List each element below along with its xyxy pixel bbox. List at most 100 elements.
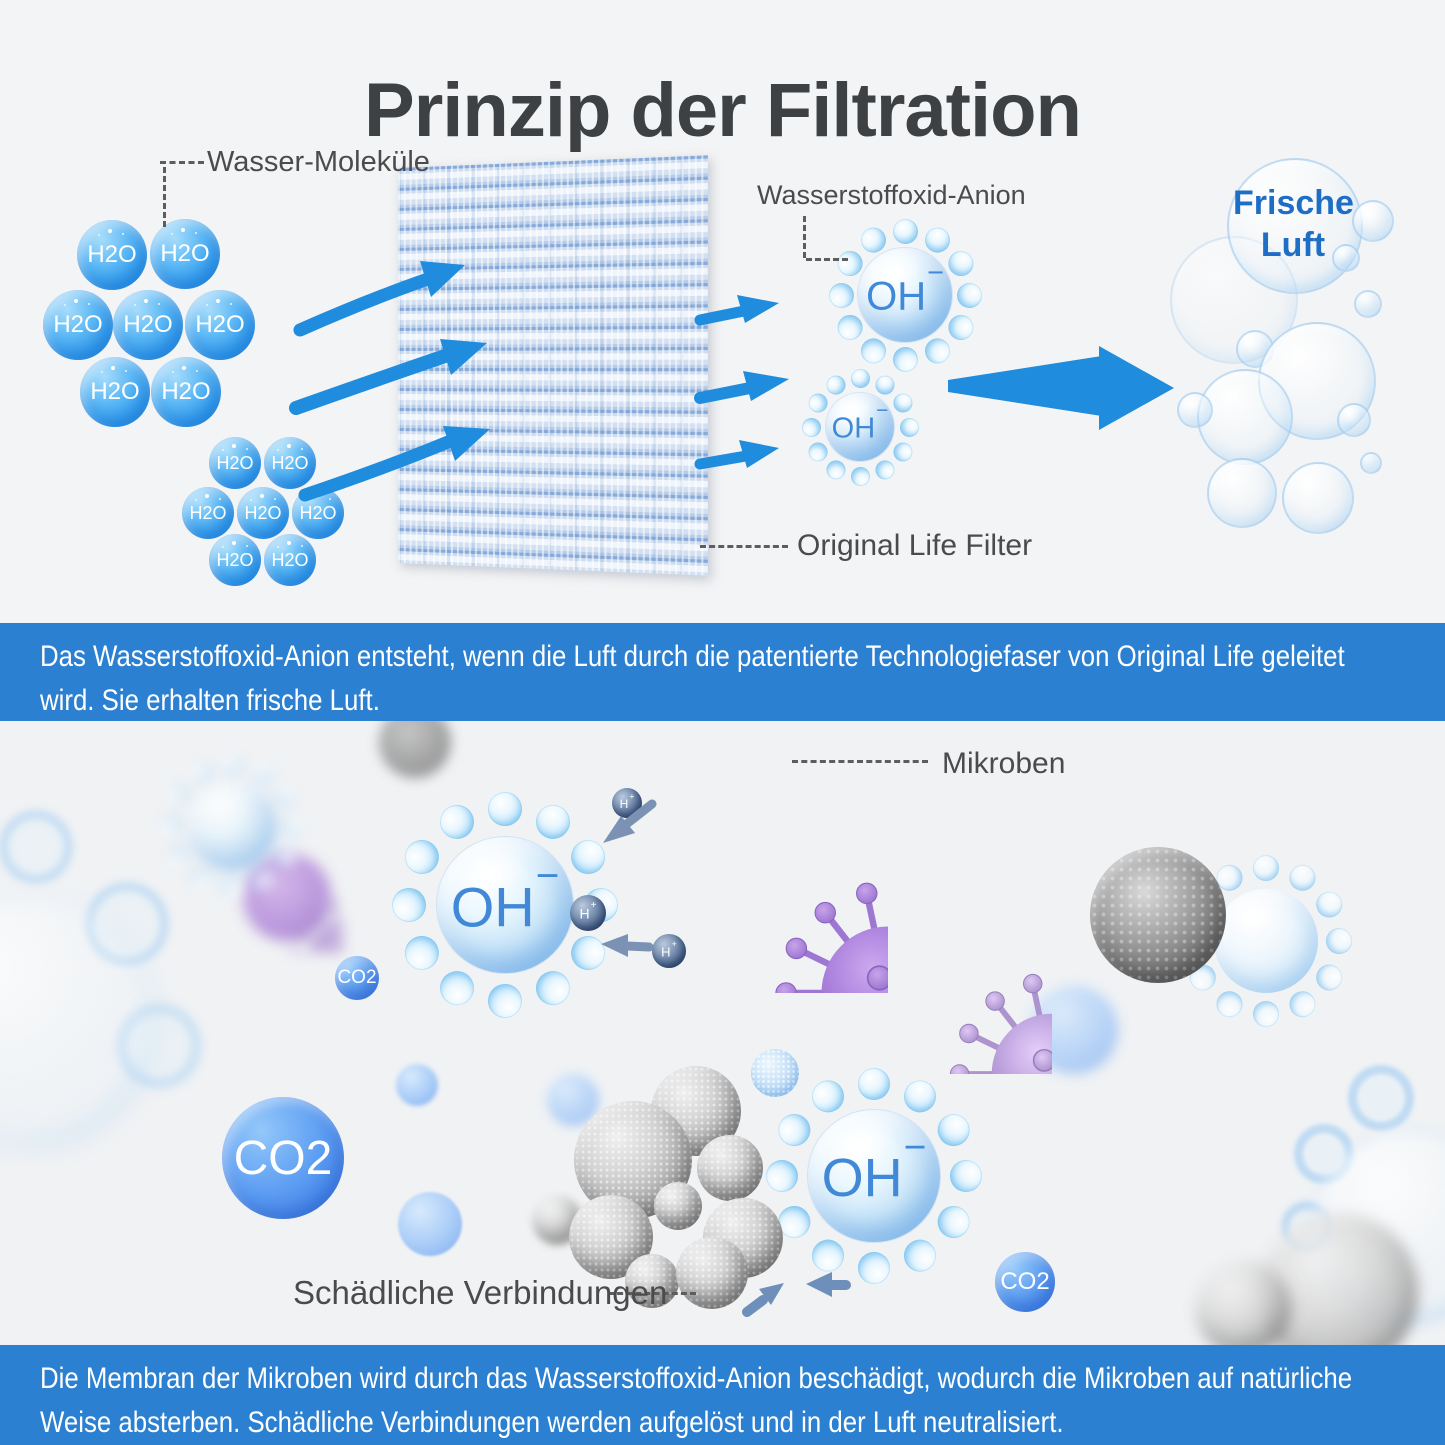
- h2o-molecule: H2O: [185, 290, 255, 360]
- fresh-air-line1: Frische: [1233, 184, 1354, 222]
- h2o-molecule: H2O: [182, 487, 234, 539]
- satellite-bubble: [801, 417, 821, 437]
- satellite-bubble: [766, 1160, 798, 1192]
- h2o-molecule: H2O: [264, 437, 316, 489]
- satellite-bubble: [950, 1160, 982, 1192]
- filter-mesh: [398, 155, 708, 576]
- satellite-bubble: [398, 833, 446, 881]
- air-bubble: [1360, 452, 1382, 474]
- pale-oh-bubble: [1214, 889, 1318, 993]
- co2-label: CO2: [1000, 1268, 1050, 1295]
- gray-particle: [654, 1182, 702, 1230]
- blurred-ring-bubble: [1348, 1065, 1414, 1131]
- blurred-gray-particle: [1195, 1260, 1291, 1356]
- h2o-molecule: H2O: [150, 219, 220, 289]
- satellite-bubble: [858, 1252, 890, 1284]
- label-microbes: Mikroben: [942, 747, 1066, 780]
- satellite-bubble: [898, 1233, 942, 1278]
- satellite-bubble: [943, 245, 978, 281]
- satellite-bubble: [433, 798, 481, 846]
- blurred-oh-bubble: [187, 781, 277, 871]
- satellite-bubble: [270, 779, 301, 811]
- satellite-bubble: [1311, 959, 1347, 996]
- label-harmful-compounds: Schädliche Verbindungen: [293, 1274, 668, 1311]
- label-anion: Wasserstoffoxid-Anion: [757, 180, 1026, 210]
- banner2-line2: Weise absterben. Schädliche Verbindungen…: [40, 1406, 1064, 1439]
- oh-label: OH: [821, 1148, 903, 1208]
- satellite-bubble: [899, 417, 919, 437]
- h2o-molecule: H2O: [151, 357, 221, 427]
- satellite-bubble: [564, 833, 612, 881]
- connector-harmful-h: [608, 1292, 696, 1295]
- air-bubble: [1207, 458, 1277, 528]
- satellite-bubble: [433, 964, 481, 1012]
- h-label: H: [579, 905, 590, 922]
- co2-molecule: CO2: [995, 1252, 1055, 1312]
- oh-label: OH: [450, 875, 535, 939]
- oh-anion-bubble: OH−: [437, 837, 573, 973]
- co2-molecule: CO2: [335, 956, 379, 1000]
- blurred-ring-bubble: [0, 810, 73, 884]
- fresh-air-line2: Luft: [1260, 226, 1326, 264]
- connector-anion-v: [803, 216, 806, 258]
- satellite-bubble: [1284, 860, 1321, 896]
- satellite-bubble: [806, 1233, 850, 1278]
- h-plus-ion: H+: [570, 895, 606, 931]
- h2o-molecule: H2O: [209, 437, 261, 489]
- satellite-bubble: [892, 346, 918, 372]
- satellite-bubble: [822, 456, 849, 483]
- satellite-bubble: [159, 815, 181, 837]
- h2o-molecule: H2O: [43, 290, 113, 360]
- satellite-bubble: [892, 218, 918, 244]
- satellite-bubble: [931, 1200, 976, 1244]
- filtration-diagram-section: Prinzip der Filtration Wasser-Moleküle W…: [0, 0, 1445, 623]
- air-bubble: [1352, 200, 1394, 242]
- h2o-molecule: H2O: [113, 290, 183, 360]
- satellite-bubble: [247, 757, 279, 788]
- info-banner-bottom: Die Membran der Mikroben wird durch das …: [0, 1345, 1445, 1445]
- connector-water-h: [160, 161, 204, 164]
- satellite-bubble: [1211, 986, 1248, 1022]
- banner2-line1: Die Membran der Mikroben wird durch das …: [40, 1362, 1353, 1395]
- satellite-bubble: [1326, 928, 1352, 954]
- h2o-molecule: H2O: [292, 487, 344, 539]
- satellite-bubble: [488, 984, 522, 1018]
- satellite-bubble: [822, 371, 849, 398]
- banner1-line2: wird. Sie erhalten frische Luft.: [40, 684, 380, 717]
- blue-textured-particle: [751, 1049, 799, 1097]
- satellite-bubble: [943, 309, 978, 345]
- plus-charge: +: [629, 791, 635, 802]
- satellite-bubble: [804, 389, 831, 416]
- satellite-bubble: [1284, 986, 1321, 1022]
- oh-anion-bubble: OH−: [826, 393, 894, 461]
- connector-filter-h: [700, 545, 788, 548]
- satellite-bubble: [858, 1068, 890, 1100]
- oh-anion-bubble: OH−: [858, 248, 952, 342]
- minus-charge: −: [876, 399, 889, 423]
- air-bubble: [1282, 462, 1354, 534]
- satellite-bubble: [871, 456, 898, 483]
- blurred-microbe-virus: [232, 842, 342, 952]
- air-bubble: [1337, 403, 1371, 437]
- satellite-bubble: [871, 371, 898, 398]
- satellite-bubble: [889, 438, 916, 465]
- satellite-bubble: [828, 282, 854, 308]
- minus-charge: −: [927, 257, 944, 290]
- h2o-molecule: H2O: [264, 534, 316, 586]
- minus-charge: −: [535, 852, 560, 899]
- satellite-bubble: [392, 888, 426, 922]
- connector-anion-h: [806, 258, 848, 261]
- blue-particle: [396, 1064, 438, 1106]
- h-plus-ion: H+: [612, 788, 642, 818]
- satellite-bubble: [931, 1108, 976, 1152]
- satellite-bubble: [806, 1074, 850, 1119]
- minus-charge: −: [903, 1125, 927, 1169]
- satellite-bubble: [1253, 1001, 1279, 1027]
- satellite-bubble: [221, 753, 243, 775]
- plus-charge: +: [671, 938, 677, 949]
- info-banner-top: Das Wasserstoffoxid-Anion entsteht, wenn…: [0, 623, 1445, 721]
- gray-particle: [625, 1254, 679, 1308]
- satellite-bubble: [1311, 886, 1347, 923]
- fresh-air-label: Frische Luft: [1233, 182, 1354, 266]
